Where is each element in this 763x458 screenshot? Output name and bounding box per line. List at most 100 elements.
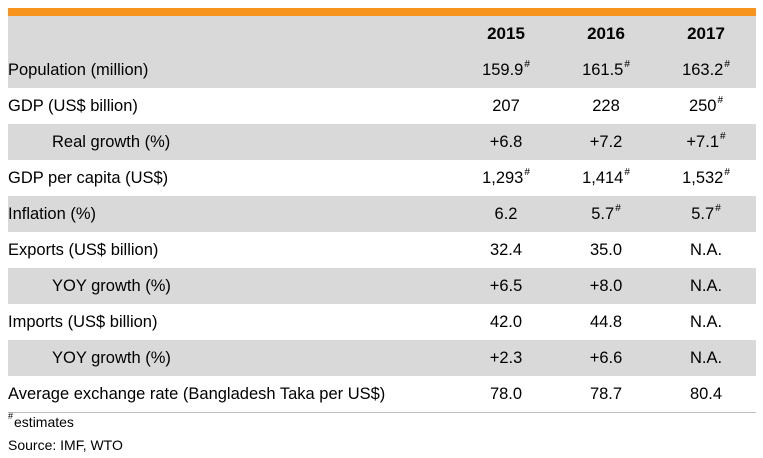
value-cell: N.A.: [656, 340, 756, 376]
value-cell: +6.5: [456, 268, 556, 304]
row-label: GDP per capita (US$): [8, 168, 169, 187]
value-cell: +7.1#: [656, 124, 756, 160]
value-cell: 6.2: [456, 196, 556, 232]
table-body: Population (million) 159.9# 161.5# 163.2# GD…: [8, 52, 756, 413]
value-cell: 32.4: [456, 232, 556, 268]
cell-value: 161.5: [582, 60, 624, 79]
value-cell: 78.7: [556, 376, 656, 413]
row-label: Population (million): [8, 60, 149, 79]
value-cell: +2.3: [456, 340, 556, 376]
accent-bar: [8, 8, 756, 16]
cell-value: +6.5: [489, 276, 523, 295]
cell-value: 42.0: [489, 312, 523, 331]
table-row: GDP (US$ billion) 207 228 250#: [8, 88, 756, 124]
cell-value: 159.9: [482, 60, 524, 79]
value-cell: +6.6: [556, 340, 656, 376]
cell-value: N.A.: [689, 276, 723, 295]
estimate-marker: #: [624, 166, 630, 178]
economic-indicators-table: 2015 2016 2017 Population (million) 159.9…: [8, 16, 756, 413]
table-row: Population (million) 159.9# 161.5# 163.2#: [8, 52, 756, 88]
value-cell: 78.0: [456, 376, 556, 413]
value-cell: +8.0: [556, 268, 656, 304]
cell-value: 44.8: [589, 312, 623, 331]
row-label: GDP (US$ billion): [8, 96, 138, 115]
table-row: Inflation (%) 6.2 5.7# 5.7#: [8, 196, 756, 232]
value-cell: 1,293#: [456, 160, 556, 196]
cell-value: +7.2: [589, 132, 623, 151]
value-cell: 228: [556, 88, 656, 124]
cell-value: +6.6: [589, 348, 623, 367]
cell-value: 5.7: [591, 204, 615, 223]
estimate-marker: #: [717, 94, 724, 106]
estimate-marker: #: [615, 202, 621, 214]
cell-value: 78.0: [489, 384, 523, 403]
cell-value: +6.8: [489, 132, 523, 151]
cell-value: 1,532: [682, 168, 724, 187]
estimate-marker: #: [724, 166, 730, 178]
row-label: Inflation (%): [8, 204, 97, 223]
estimate-marker: #: [720, 130, 726, 142]
value-cell: 80.4: [656, 376, 756, 413]
cell-value: 6.2: [494, 204, 518, 223]
table-header-row: 2015 2016 2017: [8, 16, 756, 52]
cell-value: 35.0: [589, 240, 623, 259]
value-cell: 250#: [656, 88, 756, 124]
value-cell: 161.5#: [556, 52, 656, 88]
cell-value: +2.3: [489, 348, 523, 367]
table-row: Imports (US$ billion) 42.0 44.8 N.A.: [8, 304, 756, 340]
value-cell: 35.0: [556, 232, 656, 268]
header-year-2015: 2015: [487, 24, 525, 43]
cell-value: 207: [492, 96, 520, 115]
value-cell: 5.7#: [656, 196, 756, 232]
estimate-marker: #: [624, 58, 630, 70]
value-cell: N.A.: [656, 232, 756, 268]
row-label: Real growth (%): [52, 132, 171, 151]
cell-value: N.A.: [689, 240, 723, 259]
estimates-footnote: #estimates: [8, 411, 74, 430]
cell-value: 1,293: [482, 168, 524, 187]
value-cell: 159.9#: [456, 52, 556, 88]
cell-value: N.A.: [689, 312, 723, 331]
cell-value: +8.0: [589, 276, 623, 295]
cell-value: 163.2: [682, 60, 724, 79]
value-cell: +7.2: [556, 124, 656, 160]
row-label: YOY growth (%): [52, 348, 171, 367]
value-cell: N.A.: [656, 268, 756, 304]
value-cell: +6.8: [456, 124, 556, 160]
value-cell: 5.7#: [556, 196, 656, 232]
cell-value: 250: [688, 96, 717, 115]
table-row: Exports (US$ billion) 32.4 35.0 N.A.: [8, 232, 756, 268]
cell-value: 228: [592, 96, 620, 115]
estimate-marker: #: [715, 202, 721, 214]
value-cell: 42.0: [456, 304, 556, 340]
estimate-marker: #: [524, 166, 530, 178]
row-label: Imports (US$ billion): [8, 312, 158, 331]
source-note: Source: IMF, WTO: [8, 437, 123, 453]
value-cell: 1,532#: [656, 160, 756, 196]
table-row: YOY growth (%) +6.5 +8.0 N.A.: [8, 268, 756, 304]
cell-value: 32.4: [489, 240, 523, 259]
cell-value: 1,414: [582, 168, 624, 187]
value-cell: 163.2#: [656, 52, 756, 88]
row-label: Exports (US$ billion): [8, 240, 159, 259]
table-row: GDP per capita (US$) 1,293# 1,414# 1,532#: [8, 160, 756, 196]
estimates-text: estimates: [14, 414, 74, 430]
cell-value: +7.1: [686, 132, 719, 151]
table-row: Real growth (%) +6.8 +7.2 +7.1#: [8, 124, 756, 160]
header-year-2017: 2017: [687, 24, 725, 43]
cell-value: N.A.: [689, 348, 723, 367]
cell-value: 78.7: [589, 384, 623, 403]
cell-value: 80.4: [689, 384, 723, 403]
header-label-cell: [8, 16, 456, 52]
table-row: YOY growth (%) +2.3 +6.6 N.A.: [8, 340, 756, 376]
value-cell: N.A.: [656, 304, 756, 340]
header-year-2016: 2016: [587, 24, 625, 43]
row-label: Average exchange rate (Bangladesh Taka p…: [8, 376, 456, 413]
value-cell: 207: [456, 88, 556, 124]
value-cell: 44.8: [556, 304, 656, 340]
row-label: YOY growth (%): [52, 276, 171, 295]
estimate-marker: #: [524, 58, 530, 70]
cell-value: 5.7: [691, 204, 715, 223]
estimate-marker: #: [724, 58, 730, 70]
value-cell: 1,414#: [556, 160, 656, 196]
